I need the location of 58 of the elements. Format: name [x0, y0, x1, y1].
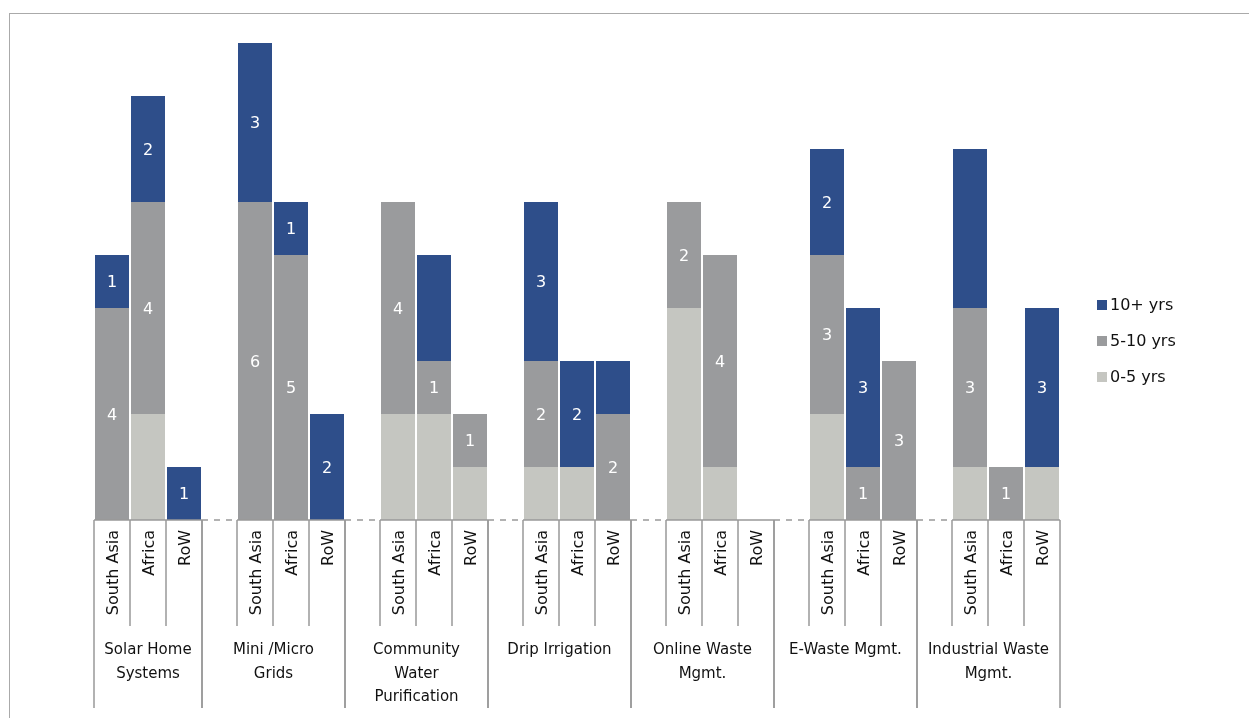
x-tick-label: South Asia	[675, 530, 694, 616]
data-label: 1	[285, 219, 297, 239]
x-tick-label: RoW	[175, 529, 194, 567]
x-tick-label: South Asia	[961, 530, 980, 616]
data-label: 3	[893, 431, 905, 451]
data-label: 4	[392, 298, 404, 318]
data-label: 1	[1000, 484, 1012, 504]
x-tick-label: South Asia	[818, 530, 837, 616]
data-label: 2	[821, 192, 833, 212]
legend-label: 5-10 yrs	[1110, 331, 1176, 350]
x-tick-label: RoW	[890, 529, 909, 567]
data-label: 1	[857, 484, 869, 504]
data-label: 2	[571, 404, 583, 424]
data-label: 3	[857, 378, 869, 398]
text: Mini /Micro Grids	[233, 640, 314, 682]
x-tick-label: RoW	[604, 529, 623, 567]
x-tick-label: Africa	[282, 530, 301, 576]
x-tick-label: RoW	[1033, 529, 1052, 567]
data-label: 1	[428, 378, 440, 398]
x-tick-label: RoW	[747, 529, 766, 567]
data-label: 2	[535, 404, 547, 424]
x-tick-label: South Asia	[246, 530, 265, 616]
x-tick-label: South Asia	[103, 530, 122, 616]
data-label: 4	[714, 351, 726, 371]
x-tick-label: South Asia	[389, 530, 408, 616]
x-tick-label: Africa	[425, 530, 444, 576]
data-label: 1	[464, 431, 476, 451]
data-label: 2	[142, 139, 154, 159]
data-label: 2	[321, 457, 333, 477]
x-tick-label: Africa	[711, 530, 730, 576]
text: Online Waste Mgmt.	[652, 640, 753, 682]
text: Solar Home Systems	[104, 640, 192, 682]
text: Drip Irrigation	[507, 640, 612, 658]
data-label: 2	[678, 245, 690, 265]
x-tick-label: Africa	[997, 530, 1016, 576]
x-tick-label: South Asia	[532, 530, 551, 616]
x-tick-label: RoW	[461, 529, 480, 567]
data-label: 5	[285, 378, 297, 398]
text: Industrial Waste Mgmt.	[927, 640, 1050, 682]
data-label: 4	[142, 298, 154, 318]
text: E-Waste Mgmt.	[789, 640, 902, 658]
data-label: 2	[607, 457, 619, 477]
data-label: 3	[249, 113, 261, 133]
data-label: 3	[1036, 378, 1048, 398]
data-label: 3	[535, 272, 547, 292]
x-tick-label: Africa	[854, 530, 873, 576]
data-label: 1	[178, 484, 190, 504]
x-tick-label: Africa	[568, 530, 587, 576]
data-label: 3	[821, 325, 833, 345]
data-label: 4	[106, 404, 118, 424]
x-tick-label: Africa	[139, 530, 158, 576]
x-tick-label: RoW	[318, 529, 337, 567]
data-label: 1	[106, 272, 118, 292]
legend-label: 10+ yrs	[1110, 295, 1174, 314]
text: Community Water Purification	[373, 640, 461, 705]
data-label: 3	[964, 378, 976, 398]
legend-label: 0-5 yrs	[1110, 367, 1166, 386]
data-label: 6	[249, 351, 261, 371]
